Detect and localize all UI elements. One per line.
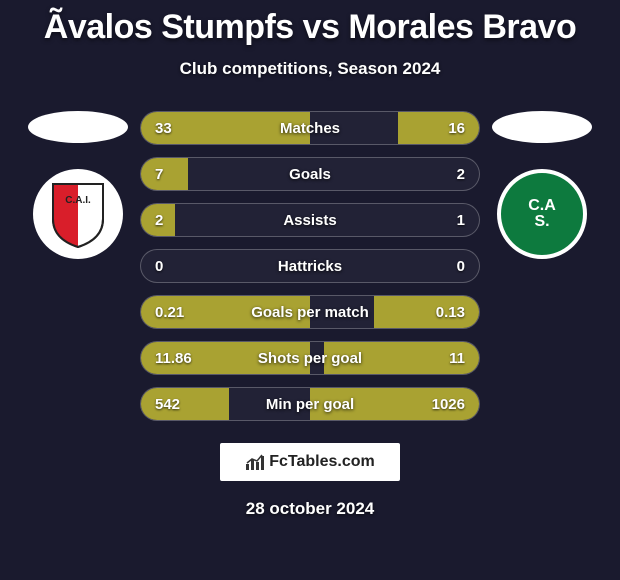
bar-right (398, 112, 479, 144)
stat-label: Shots per goal (258, 350, 362, 367)
stat-value-left: 0 (155, 258, 163, 275)
branding-badge[interactable]: FcTables.com (220, 443, 400, 481)
stat-value-right: 1026 (432, 396, 465, 413)
bar-left (141, 158, 188, 190)
right-side: C.AS. (492, 111, 592, 259)
right-team-initials: C.AS. (528, 198, 556, 230)
right-ellipse (492, 111, 592, 143)
date-text: 28 october 2024 (246, 499, 375, 519)
stat-row: 0.21 0.13 Goals per match (140, 295, 480, 329)
stat-label: Goals per match (251, 304, 369, 321)
stat-row: 0 0 Hattricks (140, 249, 480, 283)
stat-row: 2 1 Assists (140, 203, 480, 237)
stat-row: 11.86 11 Shots per goal (140, 341, 480, 375)
stat-value-left: 33 (155, 120, 172, 137)
stat-label: Assists (283, 212, 336, 229)
left-team-logo: C.A.I. (33, 169, 123, 259)
stat-value-left: 11.86 (155, 350, 192, 367)
shield-icon: C.A.I. (48, 179, 108, 249)
main-row: C.A.I. 33 16 Matches 7 2 Goals 2 1 Assists 0 0 Hatt… (0, 111, 620, 421)
comparison-card: Ãvalos Stumpfs vs Morales Bravo Club com… (0, 0, 620, 580)
stat-row: 7 2 Goals (140, 157, 480, 191)
stat-value-right: 16 (448, 120, 465, 137)
stat-value-right: 1 (457, 212, 465, 229)
stat-label: Matches (280, 120, 340, 137)
stat-value-left: 0.21 (155, 304, 184, 321)
chart-icon (245, 453, 265, 471)
stat-label: Goals (289, 166, 331, 183)
subtitle: Club competitions, Season 2024 (180, 59, 441, 79)
stat-value-right: 0 (457, 258, 465, 275)
stat-label: Min per goal (266, 396, 354, 413)
svg-text:C.A.I.: C.A.I. (65, 195, 91, 206)
stat-value-right: 11 (449, 350, 465, 367)
stat-label: Hattricks (278, 258, 342, 275)
branding-text: FcTables.com (269, 453, 375, 471)
stat-row: 542 1026 Min per goal (140, 387, 480, 421)
stat-row: 33 16 Matches (140, 111, 480, 145)
stats-column: 33 16 Matches 7 2 Goals 2 1 Assists 0 0 Hattricks 0.… (140, 111, 480, 421)
stat-value-left: 2 (155, 212, 163, 229)
page-title: Ãvalos Stumpfs vs Morales Bravo (44, 8, 576, 47)
left-side: C.A.I. (28, 111, 128, 259)
stat-value-right: 2 (457, 166, 465, 183)
stat-value-right: 0.13 (436, 304, 465, 321)
left-ellipse (28, 111, 128, 143)
right-team-logo: C.AS. (497, 169, 587, 259)
stat-value-left: 7 (155, 166, 163, 183)
stat-value-left: 542 (155, 396, 180, 413)
